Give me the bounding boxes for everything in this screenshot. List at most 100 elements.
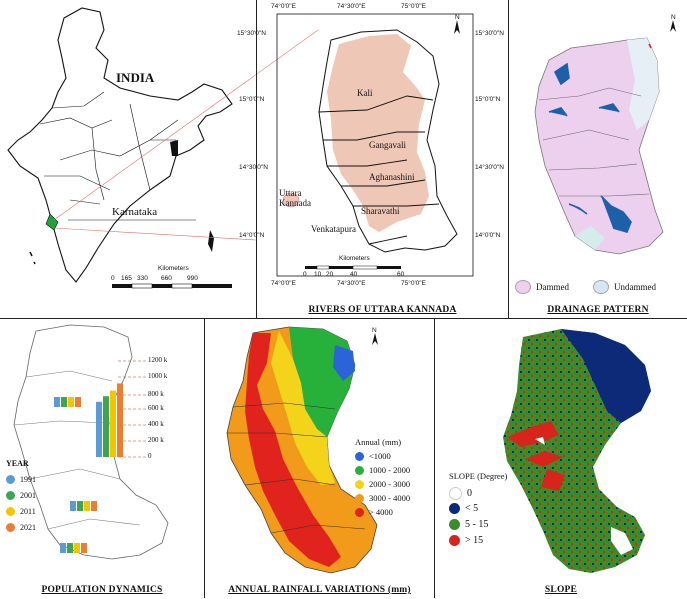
pop-bar-0-2021 xyxy=(75,397,81,407)
slope-label-3: > 15 xyxy=(465,535,484,546)
undammed-area-south xyxy=(575,226,605,250)
rain-zone-lt1000 xyxy=(333,345,355,381)
lon-label-bottom-0: 74°0'0"E xyxy=(271,280,296,287)
pop-scale-5: 200 k xyxy=(148,436,164,444)
lon-label-0: 74°0'0"E xyxy=(271,3,296,10)
pop-bar-2-1991 xyxy=(70,501,76,511)
slope-legend-row-2: 5 - 15 xyxy=(449,519,488,530)
pop-bar-1-2001 xyxy=(103,396,109,457)
pop-bar-0-2011 xyxy=(68,397,74,407)
pop-scale-0: 1200 k xyxy=(148,356,168,364)
pop-bar-1-1991 xyxy=(96,401,102,457)
pop-district-outline xyxy=(13,324,169,560)
drainage-map xyxy=(534,20,676,255)
pop-bar-2-2001 xyxy=(77,501,83,511)
rain-legend-title: Annual (mm) xyxy=(355,437,402,447)
lakshadweep-islands xyxy=(29,251,36,265)
pop-bar-1-2021 xyxy=(117,383,123,457)
undammed-label: Undammed xyxy=(614,282,656,292)
rivers-map xyxy=(276,13,474,277)
india-scale-tick-2: 330 xyxy=(137,275,148,282)
dam-marker xyxy=(648,43,652,49)
reservoirs xyxy=(548,62,632,233)
rivers-caption: RIVERS OF UTTARA KANNADA xyxy=(308,305,457,315)
slope-zone-0 xyxy=(535,437,633,555)
india-scale-tick-3: 660 xyxy=(161,275,172,282)
pop-bar-0-2001 xyxy=(61,397,67,407)
pop-scale-1: 1000 k xyxy=(148,372,168,380)
undammed-area xyxy=(627,38,659,130)
year-1991-swatch xyxy=(6,475,15,484)
rivers-scale-tick-4: 60 xyxy=(397,271,405,278)
rivers-scale-tick-2: 20 xyxy=(326,271,334,278)
slope-legend-row-3: > 15 xyxy=(449,535,483,546)
year-legend-1991: 1991 xyxy=(6,475,36,484)
lon-label-bottom-2: 75°0'0"E xyxy=(401,280,426,287)
population-panel: 1200 k 1000 k 800 k 600 k 400 k 200 k 0 … xyxy=(0,318,204,598)
population-map xyxy=(13,324,169,560)
pop-scale-2: 800 k xyxy=(148,390,164,398)
year-legend-2021: 2021 xyxy=(6,523,36,532)
rain-north-arrow xyxy=(372,333,378,345)
rain-taluk-boundaries xyxy=(227,402,366,534)
river-label-sharavathi: Sharavathi xyxy=(361,206,400,216)
slope-legend-row-0: 0 xyxy=(449,487,472,500)
drainage-panel: N Dammed Undammed DRAINAGE PATTERN xyxy=(508,0,687,318)
slope-zone-gt15 xyxy=(507,421,565,491)
district-fill xyxy=(327,34,429,232)
pop-scale-6: 0 xyxy=(148,452,152,460)
rivers-north-arrow xyxy=(454,20,460,34)
river-label-kali: Kali xyxy=(357,88,373,98)
pop-bar-2-2021 xyxy=(91,501,97,511)
rivers-scale-tick-0: 0 xyxy=(303,271,307,278)
rain-swatch-1 xyxy=(355,465,364,475)
lat-label-3: 14°0'0"N xyxy=(475,232,501,239)
rivers-north-label: N xyxy=(455,14,460,21)
slope-swatch-1 xyxy=(449,503,460,514)
year-legend-2001: 2001 xyxy=(6,491,36,500)
rain-swatch-0 xyxy=(355,451,364,461)
year-2021-label: 2021 xyxy=(20,523,36,532)
drainage-north-label: N xyxy=(671,14,676,21)
state-label: Karnataka xyxy=(112,206,158,218)
slope-caption: SLOPE xyxy=(544,585,578,595)
map-frame xyxy=(276,13,474,277)
lat-label-1: 15°0'0"N xyxy=(475,96,501,103)
lat-label-left-2: 14°30'0"N xyxy=(239,164,268,171)
slope-legend-row-1: < 5 xyxy=(449,503,478,514)
slope-legend-title: SLOPE (Degree) xyxy=(449,471,508,481)
pop-bar-3-2011 xyxy=(74,543,80,553)
legend-dammed: Dammed xyxy=(515,280,569,294)
rain-north-label: N xyxy=(372,327,377,334)
slope-swatch-0 xyxy=(449,487,462,500)
population-bars xyxy=(54,383,123,553)
india-panel: INDIA Karnataka Kilometers 0 165 330 660… xyxy=(0,0,319,318)
pop-scale-4: 400 k xyxy=(148,420,164,428)
rain-label-3: 3000 - 4000 xyxy=(369,493,411,503)
india-map xyxy=(7,7,319,289)
pop-bar-1-2011 xyxy=(110,390,116,457)
zoom-line-top xyxy=(53,29,319,221)
year-2021-swatch xyxy=(6,523,15,532)
pop-bar-2-2011 xyxy=(84,501,90,511)
drainage-caption: DRAINAGE PATTERN xyxy=(547,305,649,315)
country-label: INDIA xyxy=(116,70,155,85)
rain-label-0: <1000 xyxy=(369,451,391,461)
year-2001-swatch xyxy=(6,491,15,500)
lat-label-left-3: 14°0'0"N xyxy=(239,232,265,239)
district-legend-label: Uttara Kannada xyxy=(279,188,311,208)
slope-map xyxy=(503,329,651,573)
lon-label-2: 75°0'0"E xyxy=(401,3,426,10)
zoom-line-bottom xyxy=(53,227,257,241)
india-scale-bar xyxy=(112,283,232,289)
india-scale-unit: Kilometers xyxy=(158,265,189,272)
population-caption: POPULATION DYNAMICS xyxy=(41,585,163,595)
pop-bar-3-2021 xyxy=(81,543,87,553)
rain-label-2: 2000 - 3000 xyxy=(369,479,411,489)
india-outline xyxy=(7,7,233,283)
rain-swatch-3 xyxy=(355,493,364,503)
india-scale-tick-4: 990 xyxy=(187,275,198,282)
slope-zone-lt5 xyxy=(561,329,651,423)
rivers-panel: 74°0'0"E 74°30'0"E 75°0'0"E 74°0'0"E 74°… xyxy=(237,0,508,318)
pop-bar-0-1991 xyxy=(54,397,60,407)
